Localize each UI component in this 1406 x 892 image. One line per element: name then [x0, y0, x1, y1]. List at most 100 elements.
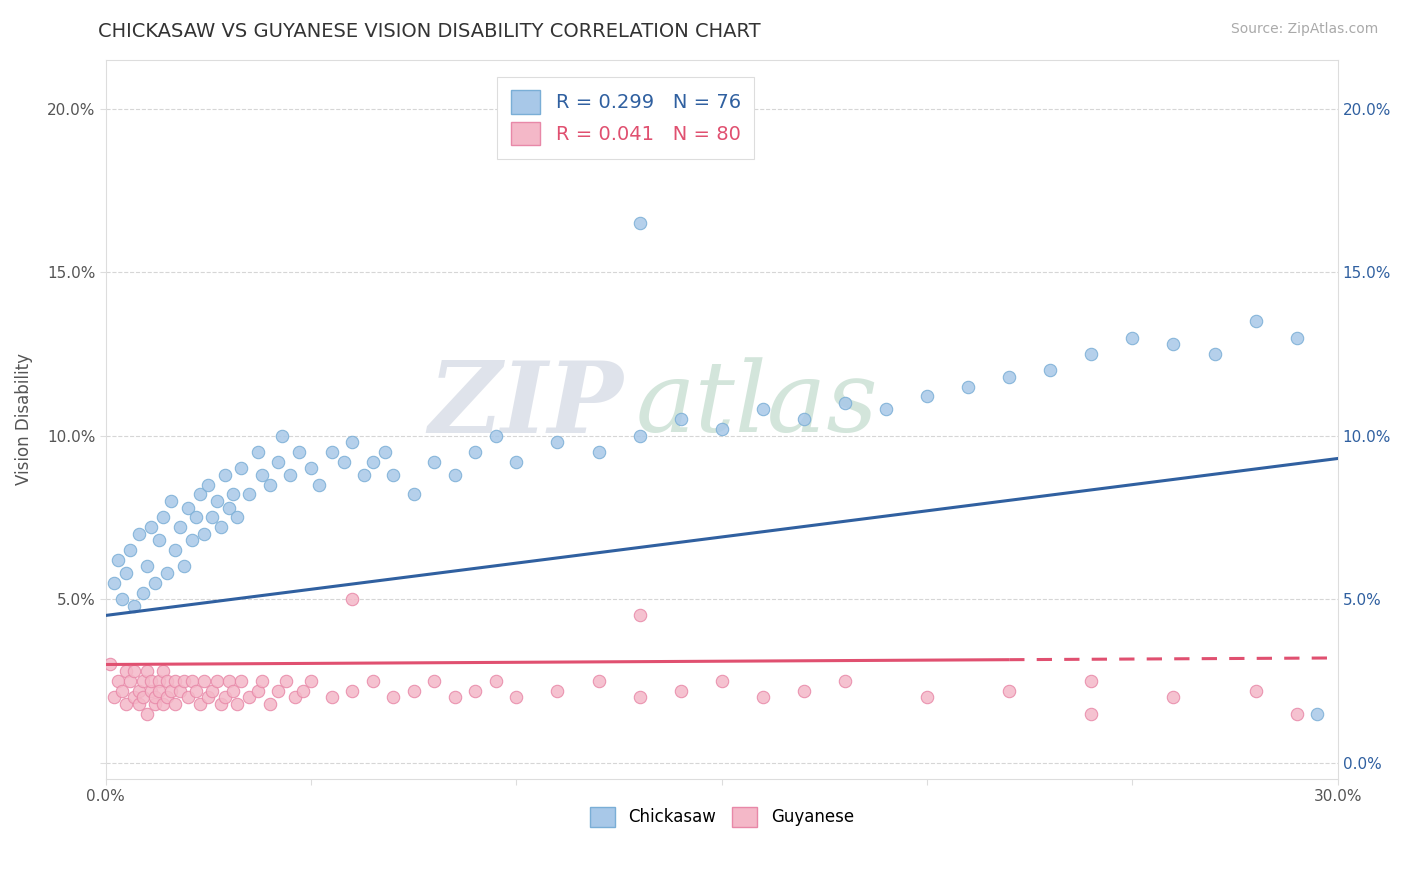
Point — [333, 455, 356, 469]
Point — [1244, 683, 1267, 698]
Point — [361, 673, 384, 688]
Point — [628, 608, 651, 623]
Point — [321, 445, 343, 459]
Point — [250, 673, 273, 688]
Point — [222, 683, 245, 698]
Point — [152, 664, 174, 678]
Point — [131, 690, 153, 705]
Point — [834, 673, 856, 688]
Point — [169, 520, 191, 534]
Point — [402, 487, 425, 501]
Point — [957, 379, 980, 393]
Point — [1080, 706, 1102, 721]
Y-axis label: Vision Disability: Vision Disability — [15, 353, 32, 485]
Point — [139, 673, 162, 688]
Point — [181, 533, 204, 548]
Point — [423, 455, 446, 469]
Point — [340, 435, 363, 450]
Point — [1163, 337, 1185, 351]
Point — [201, 510, 224, 524]
Point — [546, 683, 568, 698]
Text: ZIP: ZIP — [429, 357, 623, 453]
Text: atlas: atlas — [636, 357, 879, 452]
Point — [628, 690, 651, 705]
Point — [669, 683, 692, 698]
Point — [231, 673, 253, 688]
Point — [259, 697, 281, 711]
Text: Source: ZipAtlas.com: Source: ZipAtlas.com — [1230, 22, 1378, 37]
Point — [124, 690, 146, 705]
Point — [443, 690, 465, 705]
Point — [156, 690, 179, 705]
Point — [160, 494, 183, 508]
Point — [875, 402, 897, 417]
Point — [188, 487, 211, 501]
Point — [308, 477, 330, 491]
Point — [103, 690, 125, 705]
Point — [128, 526, 150, 541]
Point — [115, 566, 138, 580]
Point — [143, 575, 166, 590]
Point — [340, 592, 363, 607]
Point — [107, 553, 129, 567]
Point — [209, 520, 232, 534]
Point — [139, 683, 162, 698]
Point — [128, 683, 150, 698]
Legend: Chickasaw, Guyanese: Chickasaw, Guyanese — [581, 798, 862, 835]
Point — [485, 673, 508, 688]
Point — [115, 697, 138, 711]
Point — [124, 599, 146, 613]
Point — [374, 445, 396, 459]
Point — [148, 673, 170, 688]
Point — [628, 216, 651, 230]
Point — [588, 445, 610, 459]
Point — [505, 455, 527, 469]
Point — [340, 683, 363, 698]
Point — [98, 657, 121, 672]
Point — [353, 467, 375, 482]
Point — [184, 510, 207, 524]
Point — [111, 592, 134, 607]
Point — [291, 683, 314, 698]
Point — [152, 510, 174, 524]
Point — [1285, 330, 1308, 344]
Point — [135, 559, 157, 574]
Point — [299, 461, 322, 475]
Point — [205, 494, 228, 508]
Point — [124, 664, 146, 678]
Point — [280, 467, 302, 482]
Point — [165, 673, 187, 688]
Point — [1080, 673, 1102, 688]
Point — [218, 673, 240, 688]
Point — [505, 690, 527, 705]
Point — [321, 690, 343, 705]
Point — [128, 697, 150, 711]
Point — [1163, 690, 1185, 705]
Point — [222, 487, 245, 501]
Point — [148, 683, 170, 698]
Point — [197, 477, 219, 491]
Point — [267, 683, 290, 698]
Point — [669, 412, 692, 426]
Point — [231, 461, 253, 475]
Point — [259, 477, 281, 491]
Point — [193, 526, 215, 541]
Point — [271, 428, 294, 442]
Point — [115, 664, 138, 678]
Point — [214, 467, 236, 482]
Point — [131, 673, 153, 688]
Point — [193, 673, 215, 688]
Point — [226, 697, 249, 711]
Point — [284, 690, 307, 705]
Point — [120, 543, 142, 558]
Point — [834, 396, 856, 410]
Point — [710, 422, 733, 436]
Point — [238, 690, 260, 705]
Point — [205, 673, 228, 688]
Point — [201, 683, 224, 698]
Point — [998, 369, 1021, 384]
Point — [402, 683, 425, 698]
Point — [107, 673, 129, 688]
Point — [148, 533, 170, 548]
Point — [287, 445, 309, 459]
